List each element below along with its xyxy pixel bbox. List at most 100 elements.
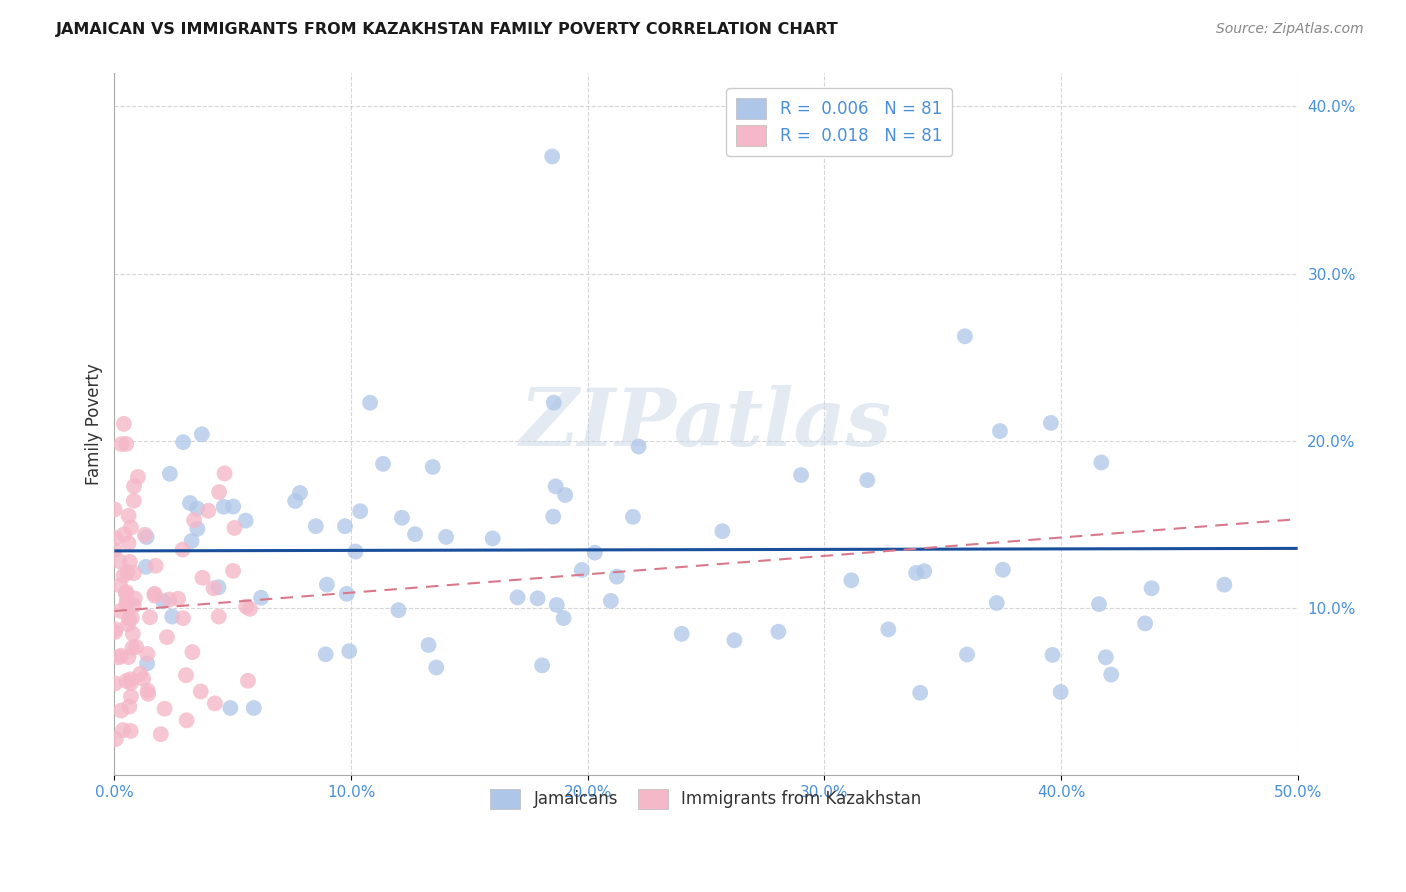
Point: [139, 610, 162, 624]
Point: [143, 587, 166, 601]
Point: [118, 612, 141, 626]
Point: [1049, 685, 1071, 699]
Point: [434, 530, 457, 544]
Point: [1213, 577, 1236, 591]
Point: [236, 673, 259, 688]
Point: [129, 666, 152, 681]
Point: [110, 604, 132, 618]
Point: [288, 486, 311, 500]
Point: [839, 574, 862, 588]
Point: [120, 520, 142, 534]
Point: [117, 536, 139, 550]
Point: [120, 676, 142, 690]
Point: [122, 479, 145, 493]
Point: [121, 611, 143, 625]
Point: [908, 686, 931, 700]
Point: [337, 644, 360, 658]
Point: [877, 623, 900, 637]
Point: [207, 580, 229, 594]
Point: [190, 684, 212, 698]
Point: [790, 468, 813, 483]
Point: [120, 690, 142, 704]
Point: [159, 467, 181, 481]
Point: [768, 624, 790, 639]
Point: [122, 493, 145, 508]
Point: [121, 640, 143, 655]
Point: [174, 668, 197, 682]
Point: [135, 559, 157, 574]
Point: [422, 460, 444, 475]
Point: [544, 479, 567, 493]
Point: [145, 558, 167, 573]
Point: [541, 149, 564, 163]
Point: [117, 650, 139, 665]
Point: [554, 488, 576, 502]
Point: [115, 587, 138, 601]
Point: [172, 435, 194, 450]
Point: [204, 697, 226, 711]
Point: [723, 633, 745, 648]
Point: [387, 603, 409, 617]
Point: [104, 731, 127, 746]
Point: [212, 500, 235, 514]
Point: [110, 648, 132, 663]
Point: [107, 650, 129, 665]
Point: [671, 627, 693, 641]
Point: [208, 609, 231, 624]
Point: [344, 544, 367, 558]
Point: [125, 640, 148, 654]
Text: Source: ZipAtlas.com: Source: ZipAtlas.com: [1216, 22, 1364, 37]
Point: [115, 437, 138, 451]
Point: [176, 714, 198, 728]
Point: [986, 596, 1008, 610]
Point: [988, 424, 1011, 438]
Point: [117, 566, 139, 580]
Point: [127, 470, 149, 484]
Point: [336, 587, 359, 601]
Point: [108, 578, 131, 592]
Point: [136, 687, 159, 701]
Point: [112, 417, 135, 431]
Text: ZIPatlas: ZIPatlas: [520, 385, 891, 463]
Point: [371, 457, 394, 471]
Point: [202, 582, 225, 596]
Point: [912, 564, 935, 578]
Point: [526, 591, 548, 606]
Point: [284, 494, 307, 508]
Point: [134, 528, 156, 542]
Point: [108, 554, 131, 568]
Point: [583, 546, 606, 560]
Point: [305, 519, 328, 533]
Point: [711, 524, 734, 538]
Point: [118, 555, 141, 569]
Point: [219, 701, 242, 715]
Point: [135, 530, 157, 544]
Point: [120, 723, 142, 738]
Point: [110, 437, 132, 451]
Point: [136, 657, 159, 671]
Point: [115, 585, 138, 599]
Point: [181, 645, 204, 659]
Point: [333, 519, 356, 533]
Point: [235, 599, 257, 614]
Point: [991, 563, 1014, 577]
Point: [553, 611, 575, 625]
Point: [856, 473, 879, 487]
Point: [156, 630, 179, 644]
Point: [224, 521, 246, 535]
Point: [214, 467, 236, 481]
Point: [235, 514, 257, 528]
Point: [122, 599, 145, 613]
Point: [1088, 597, 1111, 611]
Point: [143, 589, 166, 603]
Point: [104, 531, 127, 545]
Point: [136, 647, 159, 661]
Point: [606, 569, 628, 583]
Point: [152, 594, 174, 608]
Point: [118, 699, 141, 714]
Point: [546, 598, 568, 612]
Point: [104, 624, 127, 639]
Point: [112, 568, 135, 582]
Legend: Jamaicans, Immigrants from Kazakhstan: Jamaicans, Immigrants from Kazakhstan: [484, 782, 928, 815]
Point: [208, 485, 231, 500]
